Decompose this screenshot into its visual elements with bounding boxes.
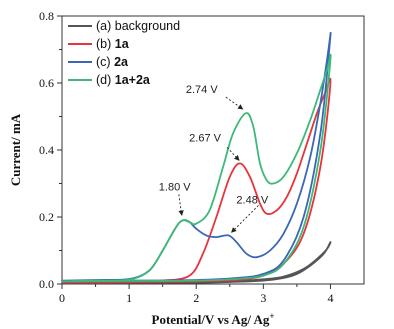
legend-entry-name: 1a [115, 37, 130, 51]
series-line-2a [61, 32, 332, 282]
x-axis-label: Potential/V vs Ag/ Ag+ [152, 311, 275, 327]
series-line-1a [61, 77, 332, 284]
series-line-1a-2a [61, 53, 332, 283]
peak-annotation-arrow [226, 147, 240, 161]
data-curves [61, 32, 332, 285]
x-tick-label: 4 [327, 291, 333, 305]
y-tick-label: 0.2 [39, 210, 54, 224]
legend-entry: (b) 1a [96, 37, 130, 51]
x-axis-ticks: 0 1 2 3 4 [59, 284, 333, 305]
x-tick-label: 2 [193, 291, 199, 305]
peak-annotation-label: 2.67 V [189, 132, 221, 144]
y-tick-label: 0.4 [39, 143, 54, 157]
y-axis-ticks: 0.0 0.2 0.4 0.6 0.8 [39, 9, 62, 291]
legend-entry-name: 1a+2a [115, 73, 151, 87]
y-tick-label: 0.8 [39, 9, 54, 23]
legend-entry-prefix: (a) [96, 19, 115, 33]
legend: (a) background(b) 1a(c) 2a(d) 1a+2a [68, 19, 180, 87]
x-tick-label: 0 [59, 291, 65, 305]
y-tick-label: 0.0 [39, 277, 54, 291]
x-tick-label: 1 [126, 291, 132, 305]
peak-annotation-arrow [231, 205, 259, 233]
peak-annotation-arrow [225, 96, 244, 110]
legend-entry-name: background [115, 19, 180, 33]
y-axis-label: Current/ mA [8, 113, 23, 186]
x-tick-label: 3 [260, 291, 266, 305]
legend-entry-name: 2a [114, 55, 129, 69]
x-axis-label-superscript: + [269, 311, 274, 321]
peak-annotations: 2.74 V 2.67 V 1.80 V 2.48 V [159, 84, 269, 233]
x-axis-label-main: Potential/V vs Ag/ Ag [152, 312, 270, 327]
y-tick-label: 0.6 [39, 76, 54, 90]
legend-entry-prefix: (c) [96, 55, 114, 69]
legend-entry: (d) 1a+2a [96, 73, 151, 87]
peak-annotation-label: 2.48 V [236, 194, 268, 206]
legend-entry: (a) background [96, 19, 180, 33]
legend-entry-prefix: (b) [96, 37, 115, 51]
peak-annotation-label: 1.80 V [159, 181, 191, 193]
legend-entry-prefix: (d) [96, 73, 115, 87]
legend-entry: (c) 2a [96, 55, 129, 69]
peak-annotation-label: 2.74 V [186, 84, 218, 96]
peak-annotation-arrow [178, 194, 184, 216]
